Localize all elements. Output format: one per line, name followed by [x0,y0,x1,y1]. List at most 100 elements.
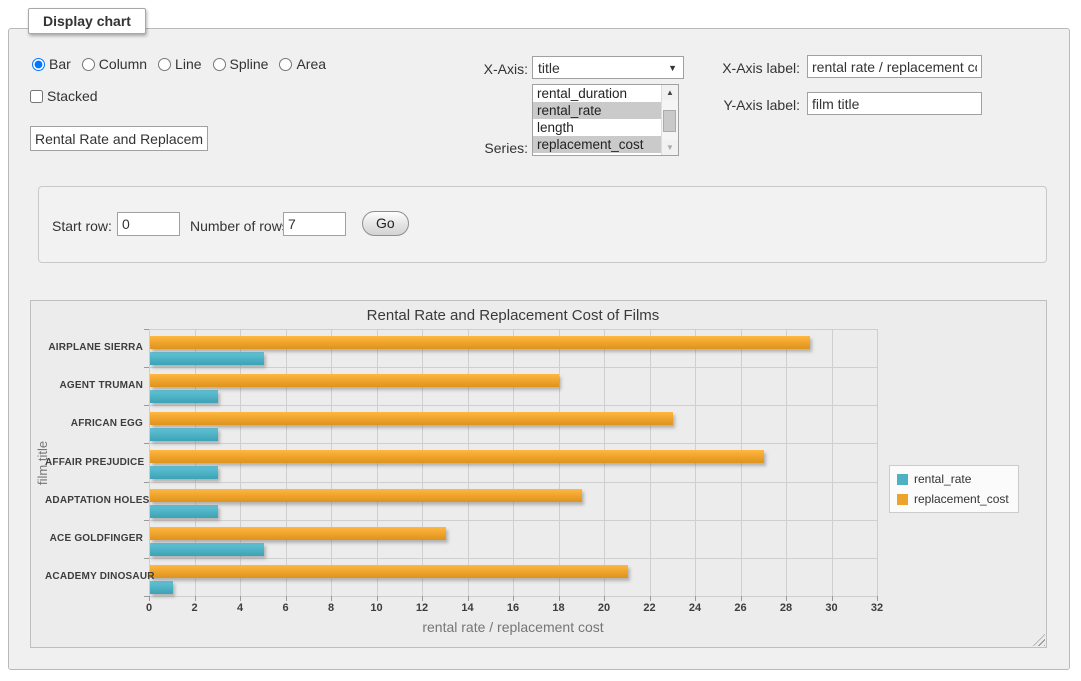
bar-rental_rate [150,428,218,441]
x-axis-tick [650,596,651,601]
chart-title: Rental Rate and Replacement Cost of Film… [31,307,995,324]
series-option-rental_rate[interactable]: rental_rate [533,102,662,119]
chart-type-radio-area[interactable]: Area [279,56,326,72]
y-axis-tick [144,405,149,406]
category-label: ACADEMY DINOSAUR [45,571,143,582]
y-axis-label-label: Y-Axis label: [714,97,800,113]
bar-rental_rate [150,581,173,594]
series-option-length[interactable]: length [533,119,662,136]
bar-replacement_cost [150,450,764,463]
x-axis-tick-label: 12 [416,602,428,614]
y-axis-tick [144,329,149,330]
scroll-up-icon[interactable]: ▲ [662,85,678,100]
bar-replacement_cost [150,489,582,502]
series-multiselect[interactable]: rental_durationrental_ratelengthreplacem… [532,84,679,156]
chart-type-radio-column[interactable]: Column [82,56,147,72]
x-axis-select[interactable]: title ▼ [532,56,684,79]
chart-type-radio-input-area[interactable] [279,58,292,71]
scroll-down-icon[interactable]: ▼ [662,140,678,155]
legend-item-rental_rate[interactable]: rental_rate [897,472,1009,486]
gridline-vertical [832,329,833,596]
bar-rental_rate [150,543,264,556]
chart-title-input[interactable] [30,126,208,151]
x-axis-tick [468,596,469,601]
category-label: AFRICAN EGG [45,418,143,429]
y-axis-tick [144,596,149,597]
bar-rental_rate [150,390,218,403]
resize-grip-icon[interactable] [1033,634,1045,646]
chart-type-radio-group: Bar Column Line Spline Area [32,56,326,72]
x-axis-tick-label: 0 [146,602,152,614]
x-axis-tick-label: 28 [780,602,792,614]
bar-replacement_cost [150,336,810,349]
gridline-horizontal [149,443,877,444]
series-option-replacement_cost[interactable]: replacement_cost [533,136,662,153]
x-axis-tick-label: 2 [191,602,197,614]
number-of-rows-input[interactable] [283,212,346,236]
x-axis-select-label: X-Axis: [460,61,528,77]
x-axis-tick-label: 32 [871,602,883,614]
bar-rental_rate [150,352,264,365]
category-label: ACE GOLDFINGER [45,533,143,544]
number-of-rows-label: Number of rows: [190,218,293,234]
fieldset-legend: Display chart [28,8,146,34]
bar-replacement_cost [150,374,559,387]
bar-rental_rate [150,466,218,479]
x-axis-tick-label: 14 [461,602,473,614]
stacked-checkbox-wrap[interactable]: Stacked [30,88,98,104]
x-axis-tick-label: 16 [507,602,519,614]
gridline-vertical [786,329,787,596]
series-option-rental_duration[interactable]: rental_duration [533,85,662,102]
chart-type-radio-input-column[interactable] [82,58,95,71]
start-row-input[interactable] [117,212,180,236]
x-axis-label-input[interactable] [807,55,982,78]
start-row-label: Start row: [52,218,112,234]
y-axis-tick [144,520,149,521]
chart-type-radio-input-spline[interactable] [213,58,226,71]
chart-type-radio-text: Bar [49,56,71,72]
chart-type-radio-text: Area [296,56,326,72]
legend-label: rental_rate [914,472,971,486]
category-label: AFFAIR PREJUDICE [45,457,143,468]
legend-item-replacement_cost[interactable]: replacement_cost [897,492,1009,506]
x-axis-tick-label: 6 [282,602,288,614]
chart-panel: Rental Rate and Replacement Cost of Film… [30,300,1047,648]
chart-type-radio-spline[interactable]: Spline [213,56,269,72]
x-axis-tick-label: 30 [825,602,837,614]
x-axis-title: rental rate / replacement cost [149,619,877,635]
x-axis-tick [877,596,878,601]
plot-area [149,329,877,596]
series-select-label: Series: [460,140,528,156]
chart-type-radio-line[interactable]: Line [158,56,201,72]
series-scrollbar[interactable]: ▲ ▼ [661,85,678,155]
gridline-horizontal [149,367,877,368]
x-axis-tick [240,596,241,601]
x-axis-tick [377,596,378,601]
stacked-label[interactable]: Stacked [30,88,98,104]
x-axis-tick-label: 24 [689,602,701,614]
x-axis-tick [286,596,287,601]
chart-type-radio-input-line[interactable] [158,58,171,71]
y-axis-label-input[interactable] [807,92,982,115]
series-options: rental_durationrental_ratelengthreplacem… [533,85,662,155]
x-axis-tick [786,596,787,601]
x-axis-tick-label: 10 [370,602,382,614]
legend-swatch-rental_rate [897,474,908,485]
x-axis-tick-label: 4 [237,602,243,614]
category-label: AGENT TRUMAN [45,380,143,391]
x-axis-tick-label: 18 [552,602,564,614]
chart-type-radio-text: Spline [230,56,269,72]
chart-type-radio-input-bar[interactable] [32,58,45,71]
chart-type-radio-bar[interactable]: Bar [32,56,71,72]
x-axis-tick [195,596,196,601]
category-label: ADAPTATION HOLES [45,495,143,506]
x-axis-tick [695,596,696,601]
stacked-checkbox[interactable] [30,90,43,103]
legend-swatch-replacement_cost [897,494,908,505]
go-button[interactable]: Go [362,211,409,236]
scrollbar-thumb[interactable] [663,110,676,132]
chart-type-radio-text: Column [99,56,147,72]
gridline-horizontal [149,520,877,521]
y-axis-tick [144,558,149,559]
x-axis-select-value: title [538,60,560,76]
